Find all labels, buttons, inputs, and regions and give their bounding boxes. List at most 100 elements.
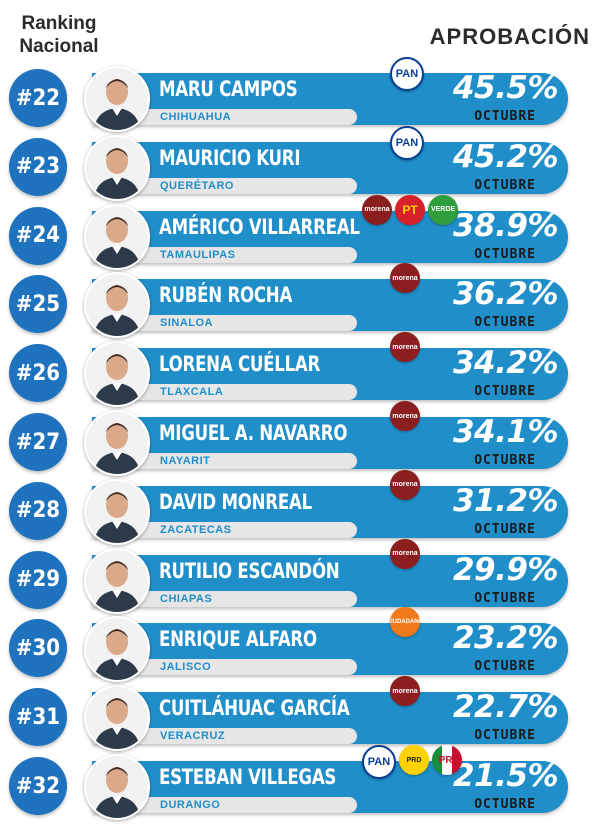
ranking-row: #22 MARU CAMPOS CHIHUAHUA 45.5% OCTUBRE PAN [0,57,600,132]
period-label: OCTUBRE [474,453,536,468]
morena-logo-icon: morena [390,401,420,431]
governor-name: CUITLÁHUAC GARCÍA [159,696,350,721]
morena-logo-icon: morena [390,538,420,569]
state-name: JALISCO [160,661,212,674]
governor-name: RUBÉN ROCHA [159,283,293,308]
governor-photo [84,272,150,339]
state-bar [92,315,357,332]
rank-badge: #27 [9,413,67,471]
rank-badge: #25 [9,275,67,334]
movimiento-ciudadano-logo-icon: CIUDADANO [390,607,420,638]
morena-logo-icon: morena [390,263,420,294]
ranking-row: #23 MAURICIO KURI QUERÉTARO 45.2% OCTUBRE PAN [0,125,600,201]
person-icon [86,756,148,818]
state-name: SINALOA [160,317,213,330]
ranking-row: #31 CUITLÁHUAC GARCÍA VERACRUZ 22.7% OCTUBRE… [0,676,600,752]
person-icon [86,687,148,750]
period-label: OCTUBRE [474,177,536,193]
period-label: OCTUBRE [474,246,536,262]
approval-value: 31.2% [452,482,559,519]
verde-logo-icon: VERDE [428,194,458,225]
state-bar [92,109,357,125]
governor-photo [84,478,150,545]
state-name: QUERÉTARO [160,179,234,192]
governor-photo [84,203,150,270]
party-logos: PAN PRD PRI [362,745,462,779]
state-bar [92,453,357,469]
pan-logo-icon: PAN [390,57,424,91]
ranking-row: #24 AMÉRICO VILLARREAL TAMAULIPAS 38.9% OCTU… [0,194,600,270]
rank-badge: #22 [9,69,67,127]
ranking-row: #29 RUTILIO ESCANDÓN CHIAPAS 29.9% OCTUBRE mo… [0,538,600,614]
governor-name: ENRIQUE ALFARO [159,627,317,652]
pt-logo-icon: PT [395,194,425,225]
ranking-title: Ranking Nacional [19,13,99,57]
rank-badge: #29 [9,550,67,609]
state-bar [92,384,357,401]
rank-badge: #32 [9,757,67,815]
governor-photo [84,685,150,752]
morena-logo-icon: morena [390,332,420,363]
period-label: OCTUBRE [474,109,536,124]
rank-badge: #26 [9,344,67,403]
party-logos: morena [390,469,420,500]
approval-value: 45.2% [452,138,559,175]
party-logos: PAN [390,125,424,160]
period-label: OCTUBRE [474,728,536,744]
ranking-row: #27 MIGUEL A. NAVARRO NAYARIT 34.1% OCTUBRE m… [0,401,600,476]
governor-name: MARU CAMPOS [159,77,298,101]
rank-badge: #24 [9,206,67,265]
party-logos: morena [390,538,420,569]
party-logos: morena [390,676,420,707]
state-name: VERACRUZ [160,730,226,743]
person-icon [86,274,148,337]
approval-value: 45.5% [452,70,559,106]
party-logos: morena [390,401,420,431]
person-icon [86,136,148,199]
state-bar [92,521,357,538]
rank-badge: #28 [9,481,67,540]
period-label: OCTUBRE [474,659,536,675]
approval-title: APROBACIÓN [429,24,590,49]
governor-photo [84,66,150,132]
ranking-row: #26 LORENA CUÉLLAR TLAXCALA 34.2% OCTUBRE mor… [0,332,600,408]
state-name: CHIAPAS [160,592,213,605]
prd-logo-icon: PRD [399,745,429,775]
morena-logo-icon: morena [390,469,420,500]
governor-photo [84,134,150,201]
approval-value: 23.2% [452,620,559,657]
state-name: DURANGO [160,799,221,811]
person-icon [86,68,148,130]
state-name: NAYARIT [160,455,211,467]
period-label: OCTUBRE [474,521,536,537]
state-bar [92,246,357,263]
period-label: OCTUBRE [474,797,536,812]
state-bar [92,797,357,813]
period-label: OCTUBRE [474,315,536,331]
governor-photo [84,616,150,683]
period-label: OCTUBRE [474,384,536,400]
ranking-row: #32 ESTEBAN VILLEGAS DURANGO 21.5% OCTUBRE PA… [0,745,600,820]
morena-logo-icon: morena [362,194,392,225]
person-icon [86,549,148,612]
pri-logo-icon: PRI [432,745,462,775]
governor-name: AMÉRICO VILLARREAL [159,214,360,239]
person-icon [86,480,148,543]
state-name: ZACATECAS [160,523,232,536]
party-logos: morena PT VERDE [362,194,458,225]
state-bar [92,659,357,676]
governor-name: DAVID MONREAL [159,489,312,514]
approval-value: 34.2% [452,345,559,382]
state-bar [92,590,357,607]
governor-name: ESTEBAN VILLEGAS [159,765,337,789]
morena-logo-icon: morena [390,676,420,707]
party-logos: CIUDADANO [390,607,420,638]
governor-photo [84,547,150,614]
party-logos: PAN [390,57,424,91]
governor-name: MAURICIO KURI [159,145,301,170]
approval-value: 34.1% [452,414,559,450]
state-bar [92,177,357,194]
rank-badge: #23 [9,137,67,196]
period-label: OCTUBRE [474,590,536,606]
state-bar [92,728,357,745]
